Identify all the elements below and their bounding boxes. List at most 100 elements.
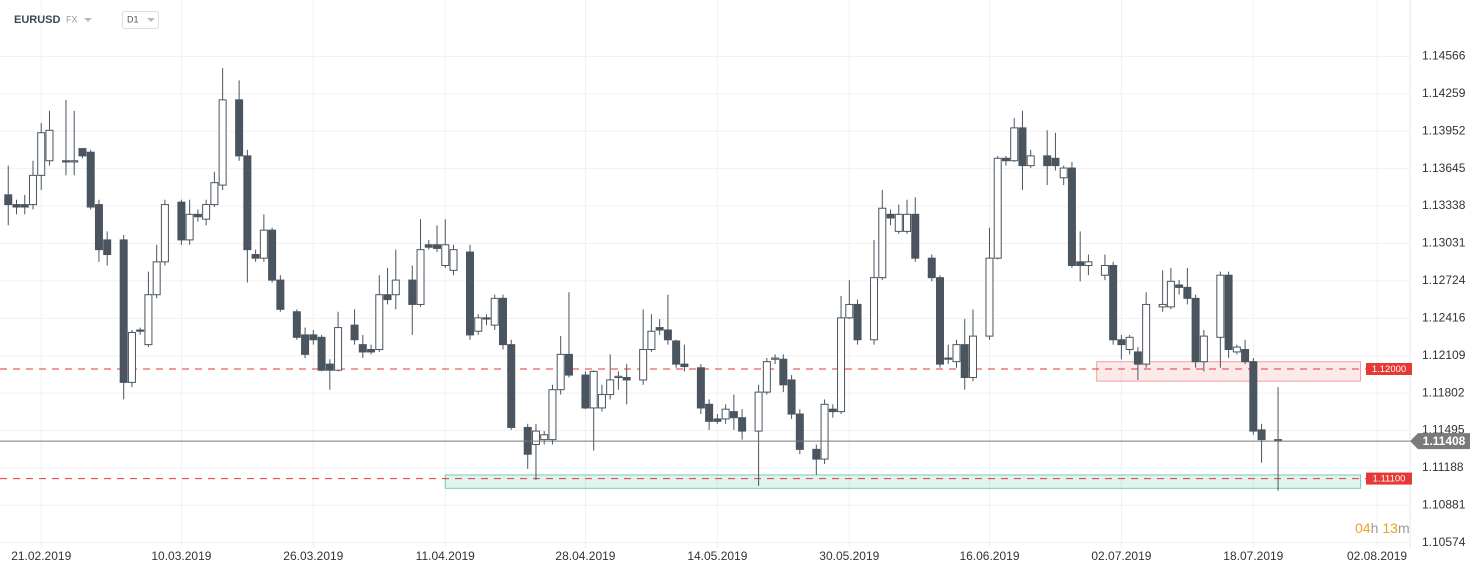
candle-body [680, 363, 689, 368]
current-price-tag [1410, 433, 1470, 450]
candle-body [779, 358, 788, 386]
candle-body [152, 261, 161, 296]
timer-minutes-unit: m [1398, 520, 1410, 536]
candle-body [358, 344, 367, 353]
candle-body [127, 331, 136, 383]
level-label: 1.12000 [1372, 364, 1406, 375]
candle-body [367, 349, 376, 353]
candle-body [581, 374, 590, 409]
x-tick-label: 11.04.2019 [416, 549, 475, 563]
candle-body [466, 251, 474, 336]
candle-body [1216, 274, 1225, 338]
x-tick-label: 26.03.2019 [283, 549, 343, 563]
candle-body [20, 204, 29, 208]
candle-body [828, 408, 837, 413]
x-tick-label: 28.04.2019 [555, 549, 615, 563]
candle-body [614, 375, 623, 379]
y-tick-label: 1.13645 [1422, 161, 1466, 175]
timer-hours-unit: h [1371, 520, 1379, 536]
candle-body [1224, 274, 1233, 351]
candle-body [235, 99, 244, 157]
candle-body [474, 317, 483, 332]
y-tick-label: 1.12724 [1422, 273, 1466, 287]
candle-body [1183, 286, 1192, 299]
candle-body [292, 311, 301, 338]
candle-body [259, 229, 268, 259]
candle-body [927, 257, 936, 279]
timeframe[interactable]: D1 [127, 14, 139, 24]
candle-body [1191, 297, 1200, 363]
candle-body [383, 294, 392, 301]
candle-body [4, 194, 13, 206]
candle-body [696, 367, 705, 409]
candle-body [787, 379, 796, 415]
candle-body [119, 239, 128, 383]
candle-body [317, 336, 326, 371]
candle-body [894, 213, 903, 232]
candle-body [548, 389, 557, 441]
grid-layer: 1.14566 1.14259 1.13952 1.13645 1.13338 1.130… [0, 0, 1466, 563]
candle-body [556, 353, 565, 391]
timeframe-caret[interactable] [147, 18, 155, 22]
candle-body [185, 213, 194, 241]
candle-body [820, 403, 829, 460]
x-tick-label: 14.05.2019 [687, 549, 747, 563]
market[interactable]: FX [66, 14, 78, 24]
candle-body [795, 413, 804, 450]
current-price-label: 1.11408 [1423, 434, 1466, 448]
candle-body [663, 329, 672, 341]
candle-body [952, 344, 961, 363]
candle-body [1018, 127, 1027, 167]
candle-body [713, 418, 722, 422]
candle-body [837, 317, 846, 413]
candle-body [334, 327, 343, 371]
candle-body [45, 129, 54, 162]
market-caret[interactable] [84, 18, 92, 22]
candle-body [482, 317, 491, 320]
candle-body [1175, 284, 1184, 288]
candle-body [1043, 155, 1052, 167]
candle-body [416, 249, 425, 305]
candle-body [309, 334, 318, 341]
candle-body [325, 363, 334, 371]
x-tick-label: 18.07.2019 [1223, 549, 1283, 563]
candle-body [622, 377, 631, 381]
candle-body [606, 379, 615, 396]
candle-body [1001, 157, 1010, 162]
y-tick-label: 1.13031 [1422, 236, 1466, 250]
level-label: 1.11100 [1373, 474, 1406, 485]
candle-body [490, 297, 499, 326]
candle-body [936, 277, 944, 365]
candle-body [441, 244, 450, 266]
candle-body [968, 335, 977, 379]
y-tick-label: 1.13952 [1422, 123, 1466, 137]
candle-body [1067, 167, 1076, 266]
level-tag [1366, 472, 1412, 485]
symbol[interactable]: EURUSD [14, 14, 61, 26]
candle-body [1010, 127, 1019, 162]
candle-body [243, 155, 252, 251]
zone [1096, 361, 1362, 382]
candle-body [28, 174, 37, 206]
candle-body [144, 294, 153, 346]
candle-body [12, 204, 21, 208]
candle-body [721, 408, 730, 420]
overlay-layer: 1.11408 [0, 433, 1470, 450]
candle-body [960, 344, 969, 379]
candle-body [771, 357, 780, 360]
candle-body [853, 303, 862, 341]
candle-body [1051, 157, 1060, 167]
candles-layer [4, 68, 1283, 491]
candle-body [903, 213, 912, 232]
y-tick-label: 1.11802 [1422, 385, 1465, 399]
x-tick-label: 30.05.2019 [819, 549, 879, 563]
candle-body [1026, 155, 1035, 167]
candle-body [1076, 261, 1085, 266]
timeframe-box[interactable] [122, 11, 159, 29]
candle-body [1125, 336, 1134, 351]
x-tick-label: 02.07.2019 [1091, 549, 1151, 563]
candle-body [193, 213, 202, 218]
candle-body [1084, 261, 1093, 266]
candle-body [498, 297, 507, 346]
